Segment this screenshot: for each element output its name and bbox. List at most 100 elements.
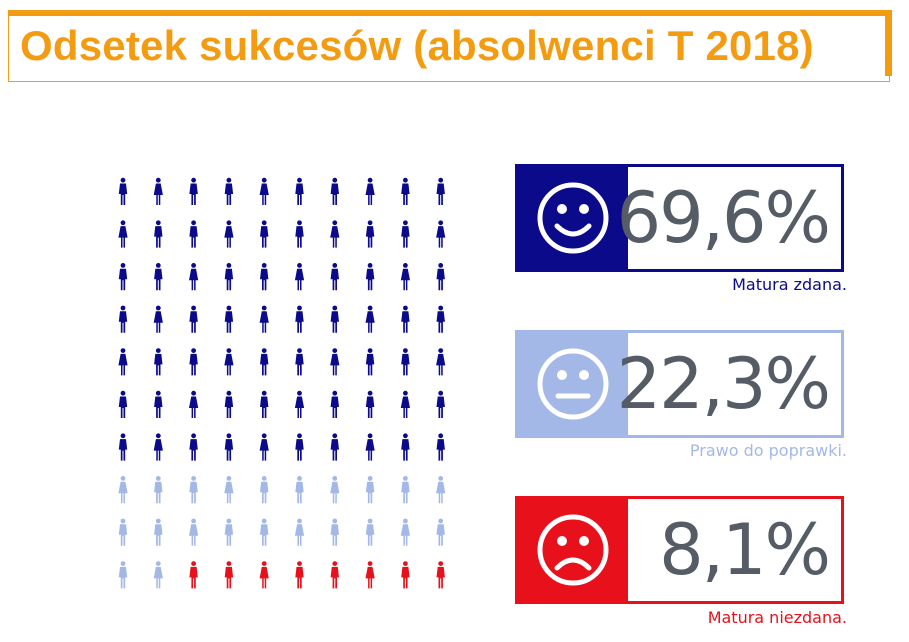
male-figure-icon	[118, 518, 128, 546]
male-figure-icon	[401, 561, 410, 589]
female-figure-icon	[259, 433, 269, 461]
male-figure-icon	[436, 518, 445, 546]
stat-fail-value: 8,1%	[628, 499, 841, 601]
female-figure-icon	[224, 220, 234, 248]
stat-retake-panel: 22,3%	[515, 330, 844, 438]
stat-fail-caption: Matura niezdana.	[707, 608, 847, 627]
female-figure-icon	[259, 561, 269, 589]
stat-pass-panel: 69,6%	[515, 164, 844, 272]
page-title: Odsetek sukcesów (absolwenci T 2018)	[20, 22, 814, 69]
male-figure-icon	[118, 390, 128, 418]
male-figure-icon	[224, 263, 234, 291]
female-figure-icon	[153, 305, 163, 333]
neutral-face-icon	[518, 333, 628, 435]
male-figure-icon	[295, 561, 304, 589]
sad-face-icon	[518, 499, 628, 601]
male-figure-icon	[401, 220, 410, 248]
male-figure-icon	[330, 433, 339, 461]
male-figure-icon	[260, 220, 269, 248]
male-figure-icon	[295, 348, 304, 376]
male-figure-icon	[330, 263, 339, 291]
male-figure-icon	[224, 305, 234, 333]
stat-retake-value: 22,3%	[617, 333, 841, 435]
male-figure-icon	[154, 390, 163, 418]
stat-fail-panel: 8,1%	[515, 496, 844, 604]
male-figure-icon	[224, 561, 234, 589]
female-figure-icon	[330, 348, 340, 376]
male-figure-icon	[224, 390, 234, 418]
female-figure-icon	[294, 390, 305, 418]
male-figure-icon	[436, 177, 445, 205]
male-figure-icon	[330, 561, 339, 589]
male-figure-icon	[154, 476, 163, 504]
female-figure-icon	[365, 177, 375, 205]
female-figure-icon	[259, 305, 269, 333]
male-figure-icon	[365, 348, 375, 376]
male-figure-icon	[365, 263, 375, 291]
male-figure-icon	[401, 476, 410, 504]
male-figure-icon	[436, 305, 445, 333]
male-figure-icon	[330, 390, 339, 418]
female-figure-icon	[224, 348, 234, 376]
female-figure-icon	[436, 348, 446, 376]
female-figure-icon	[118, 348, 128, 376]
male-figure-icon	[260, 518, 269, 546]
smile-face-icon	[518, 167, 628, 269]
stat-pass-caption: Matura zdana.	[732, 275, 847, 294]
male-figure-icon	[118, 433, 128, 461]
male-figure-icon	[365, 220, 375, 248]
female-figure-icon	[294, 518, 305, 546]
male-figure-icon	[224, 433, 234, 461]
male-figure-icon	[330, 305, 339, 333]
male-figure-icon	[118, 177, 128, 205]
female-figure-icon	[189, 518, 199, 546]
male-figure-icon	[401, 348, 410, 376]
female-figure-icon	[400, 263, 410, 291]
male-figure-icon	[189, 433, 198, 461]
male-figure-icon	[401, 305, 410, 333]
male-figure-icon	[436, 433, 445, 461]
female-figure-icon	[189, 390, 199, 418]
stat-retake-caption: Prawo do poprawki.	[689, 441, 847, 460]
female-figure-icon	[224, 476, 234, 504]
male-figure-icon	[260, 390, 269, 418]
male-figure-icon	[365, 390, 375, 418]
male-figure-icon	[260, 348, 269, 376]
title-accent-bar	[885, 10, 892, 76]
male-figure-icon	[295, 177, 304, 205]
male-figure-icon	[260, 263, 269, 291]
female-figure-icon	[365, 433, 375, 461]
male-figure-icon	[154, 518, 163, 546]
female-figure-icon	[153, 177, 163, 205]
male-figure-icon	[224, 518, 234, 546]
female-figure-icon	[400, 518, 410, 546]
male-figure-icon	[189, 561, 198, 589]
male-figure-icon	[401, 433, 410, 461]
male-figure-icon	[330, 518, 339, 546]
male-figure-icon	[189, 348, 198, 376]
male-figure-icon	[189, 476, 198, 504]
male-figure-icon	[295, 476, 304, 504]
female-figure-icon	[259, 177, 269, 205]
male-figure-icon	[154, 263, 163, 291]
male-figure-icon	[365, 476, 375, 504]
male-figure-icon	[401, 177, 410, 205]
female-figure-icon	[436, 220, 446, 248]
male-figure-icon	[260, 476, 269, 504]
male-figure-icon	[118, 305, 128, 333]
male-figure-icon	[436, 263, 445, 291]
female-figure-icon	[153, 433, 163, 461]
male-figure-icon	[295, 433, 304, 461]
female-figure-icon	[400, 390, 410, 418]
male-figure-icon	[330, 177, 339, 205]
male-figure-icon	[189, 177, 198, 205]
pictogram-chart	[118, 177, 446, 589]
female-figure-icon	[118, 220, 128, 248]
male-figure-icon	[118, 263, 128, 291]
female-figure-icon	[365, 305, 375, 333]
female-figure-icon	[153, 561, 163, 589]
male-figure-icon	[154, 348, 163, 376]
male-figure-icon	[436, 390, 445, 418]
female-figure-icon	[189, 263, 199, 291]
male-figure-icon	[224, 177, 234, 205]
